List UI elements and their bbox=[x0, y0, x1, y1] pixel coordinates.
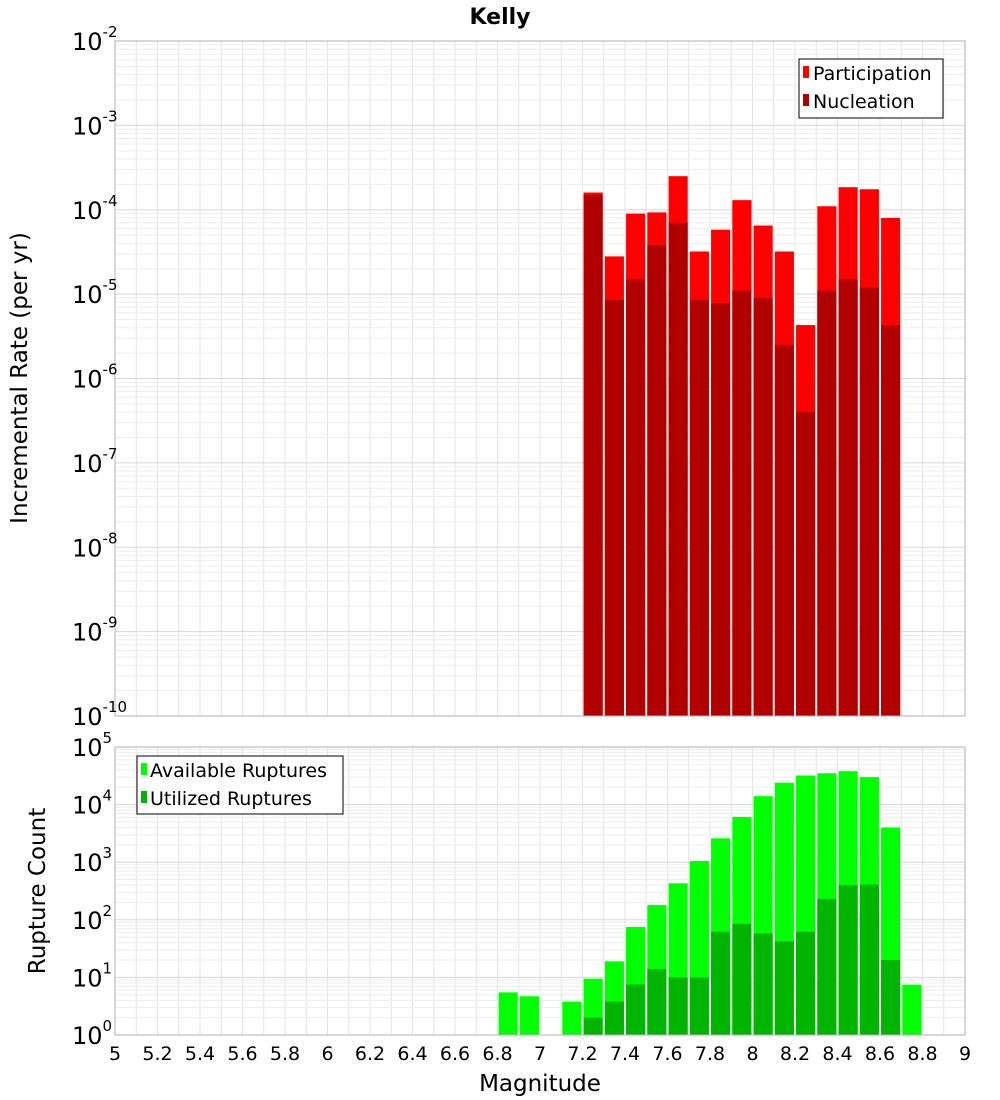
x-tick-label: 9 bbox=[959, 1043, 971, 1065]
y-tick-label: 100 bbox=[72, 1017, 112, 1050]
legend-nucleation-label: Nucleation bbox=[813, 91, 915, 113]
y-tick-label: 10-7 bbox=[72, 445, 118, 478]
bar-nucleation bbox=[583, 194, 603, 716]
x-tick-label: 5.4 bbox=[185, 1043, 215, 1065]
bar-nucleation bbox=[753, 297, 773, 716]
bar-utilized-ruptures bbox=[838, 885, 858, 1035]
y-tick-label: 10-8 bbox=[72, 529, 118, 562]
x-tick-label: 5 bbox=[109, 1043, 121, 1065]
x-tick-label: 6.6 bbox=[440, 1043, 470, 1065]
bottom-legend-box bbox=[136, 755, 344, 815]
y-tick-label: 103 bbox=[72, 844, 112, 877]
top-gridlines bbox=[115, 41, 965, 717]
bar-utilized-ruptures bbox=[583, 1017, 603, 1035]
y-tick-label: 102 bbox=[72, 902, 112, 935]
bar-utilized-ruptures bbox=[796, 931, 816, 1035]
bottom-bars bbox=[498, 771, 922, 1035]
bar-utilized-ruptures bbox=[817, 898, 837, 1035]
x-tick-label: 5.8 bbox=[270, 1043, 300, 1065]
bar-available-ruptures bbox=[902, 984, 922, 1035]
bar-nucleation bbox=[668, 222, 688, 716]
y-tick-label: 10-6 bbox=[72, 361, 118, 394]
bar-nucleation bbox=[881, 325, 901, 716]
bar-utilized-ruptures bbox=[711, 931, 731, 1035]
bar-utilized-ruptures bbox=[881, 960, 901, 1035]
y-tick-label: 101 bbox=[72, 959, 112, 992]
top-legend-box bbox=[798, 58, 944, 119]
y-tick-label: 10-5 bbox=[72, 276, 118, 309]
bar-utilized-ruptures bbox=[774, 941, 794, 1035]
x-tick-label: 6.2 bbox=[355, 1043, 385, 1065]
bar-nucleation bbox=[796, 412, 816, 716]
x-tick-label: 7.4 bbox=[610, 1043, 640, 1065]
chart-title: Kelly bbox=[469, 5, 530, 30]
x-tick-label: 6 bbox=[321, 1043, 333, 1065]
y-tick-label: 10-9 bbox=[72, 614, 118, 647]
x-tick-label: 8 bbox=[746, 1043, 758, 1065]
y-tick-label: 104 bbox=[72, 787, 112, 820]
bottom-panel: 100 101 102 103 104 105 5 5.2 5.4 5.6 5.8 6 6.2 6.4 6… bbox=[25, 729, 971, 1097]
y-tick-label: 105 bbox=[72, 729, 112, 762]
bar-utilized-ruptures bbox=[626, 984, 646, 1035]
bar-utilized-ruptures bbox=[668, 977, 688, 1035]
legend-participation-swatch bbox=[803, 66, 809, 78]
x-tick-label: 5.2 bbox=[142, 1043, 172, 1065]
bottom-legend: Available Ruptures Utilized Ruptures bbox=[136, 755, 344, 815]
bar-nucleation bbox=[711, 303, 731, 716]
bar-utilized-ruptures bbox=[859, 884, 879, 1035]
bottom-y-tick-labels: 100 101 102 103 104 105 bbox=[72, 729, 112, 1050]
top-bars bbox=[583, 176, 901, 717]
top-y-tick-labels: 10-10 10-9 10-8 10-7 10-6 10-5 10-4 10-3 10-2 bbox=[72, 23, 127, 731]
bottom-plot-frame bbox=[114, 746, 966, 1036]
y-tick-label: 10-10 bbox=[72, 698, 127, 731]
top-plot-frame bbox=[114, 40, 966, 717]
bar-utilized-ruptures bbox=[647, 968, 667, 1035]
bar-utilized-ruptures bbox=[732, 923, 752, 1035]
top-legend: Participation Nucleation bbox=[798, 58, 944, 119]
x-tick-label: 8.6 bbox=[865, 1043, 895, 1065]
top-y-axis-label: Incremental Rate (per yr) bbox=[7, 232, 33, 524]
x-tick-label: 7.8 bbox=[695, 1043, 725, 1065]
x-tick-label: 6.4 bbox=[397, 1043, 427, 1065]
y-tick-label: 10-2 bbox=[72, 23, 118, 56]
x-tick-labels: 5 5.2 5.4 5.6 5.8 6 6.2 6.4 6.6 6.8 7 7.2 7.4 7.6 7.8 8… bbox=[109, 1043, 971, 1065]
x-tick-label: 7.6 bbox=[652, 1043, 682, 1065]
bar-available-ruptures bbox=[519, 996, 539, 1035]
x-axis-label: Magnitude bbox=[479, 1071, 601, 1097]
bar-nucleation bbox=[647, 245, 667, 717]
legend-participation-label: Participation bbox=[813, 63, 932, 85]
legend-nucleation-swatch bbox=[803, 94, 809, 106]
bar-nucleation bbox=[838, 279, 858, 716]
x-tick-label: 7 bbox=[534, 1043, 546, 1065]
bar-nucleation bbox=[604, 300, 624, 716]
bottom-y-axis-label: Rupture Count bbox=[25, 808, 51, 974]
bar-nucleation bbox=[774, 344, 794, 716]
y-tick-label: 10-4 bbox=[72, 192, 118, 225]
x-tick-label: 7.2 bbox=[567, 1043, 597, 1065]
bar-utilized-ruptures bbox=[604, 1001, 624, 1035]
x-tick-label: 8.2 bbox=[780, 1043, 810, 1065]
bar-nucleation bbox=[859, 287, 879, 716]
bar-nucleation bbox=[817, 290, 837, 716]
bar-available-ruptures bbox=[562, 1001, 582, 1035]
bar-nucleation bbox=[626, 279, 646, 716]
legend-utilized-label: Utilized Ruptures bbox=[150, 788, 312, 810]
legend-available-swatch bbox=[141, 763, 147, 775]
x-tick-label: 6.8 bbox=[482, 1043, 512, 1065]
bar-available-ruptures bbox=[498, 992, 518, 1035]
x-tick-label: 5.6 bbox=[227, 1043, 257, 1065]
y-tick-label: 10-3 bbox=[72, 107, 118, 140]
bar-nucleation bbox=[732, 290, 752, 716]
bottom-gridlines bbox=[115, 747, 965, 1036]
x-tick-label: 8.8 bbox=[907, 1043, 937, 1065]
bar-utilized-ruptures bbox=[689, 977, 709, 1035]
legend-available-label: Available Ruptures bbox=[150, 760, 327, 782]
bar-utilized-ruptures bbox=[753, 933, 773, 1035]
bar-nucleation bbox=[689, 300, 709, 716]
top-panel: 10-10 10-9 10-8 10-7 10-6 10-5 10-4 10-3 10-2 In… bbox=[7, 23, 966, 731]
x-tick-label: 8.4 bbox=[822, 1043, 852, 1065]
legend-utilized-swatch bbox=[141, 791, 147, 803]
